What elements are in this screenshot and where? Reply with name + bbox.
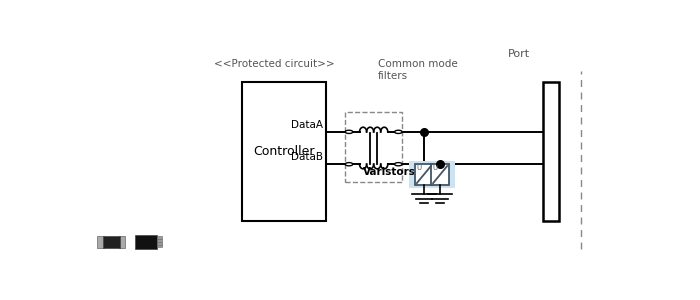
Text: <<Protected circuit>>: <<Protected circuit>> — [214, 59, 335, 69]
Bar — [157, 244, 162, 247]
Bar — [431, 164, 449, 185]
Bar — [103, 236, 120, 248]
Bar — [157, 236, 162, 239]
Circle shape — [395, 130, 402, 134]
Bar — [409, 161, 439, 188]
Circle shape — [345, 130, 353, 134]
Text: U: U — [416, 165, 421, 171]
Bar — [415, 164, 433, 185]
Text: Controller: Controller — [253, 145, 315, 158]
Bar — [97, 236, 104, 248]
Text: U: U — [433, 165, 438, 171]
Bar — [157, 242, 162, 244]
Bar — [119, 236, 125, 248]
Text: DataA: DataA — [291, 120, 323, 130]
Text: Common mode
filters: Common mode filters — [378, 59, 458, 81]
Circle shape — [345, 163, 353, 166]
Bar — [135, 235, 157, 248]
Bar — [345, 112, 402, 182]
Text: DataB: DataB — [291, 152, 323, 162]
Bar — [157, 239, 162, 242]
Bar — [425, 161, 455, 188]
Bar — [242, 82, 326, 221]
Bar — [543, 82, 559, 221]
Circle shape — [395, 163, 402, 166]
Text: Port: Port — [508, 49, 530, 59]
Text: Varistors: Varistors — [363, 167, 416, 177]
